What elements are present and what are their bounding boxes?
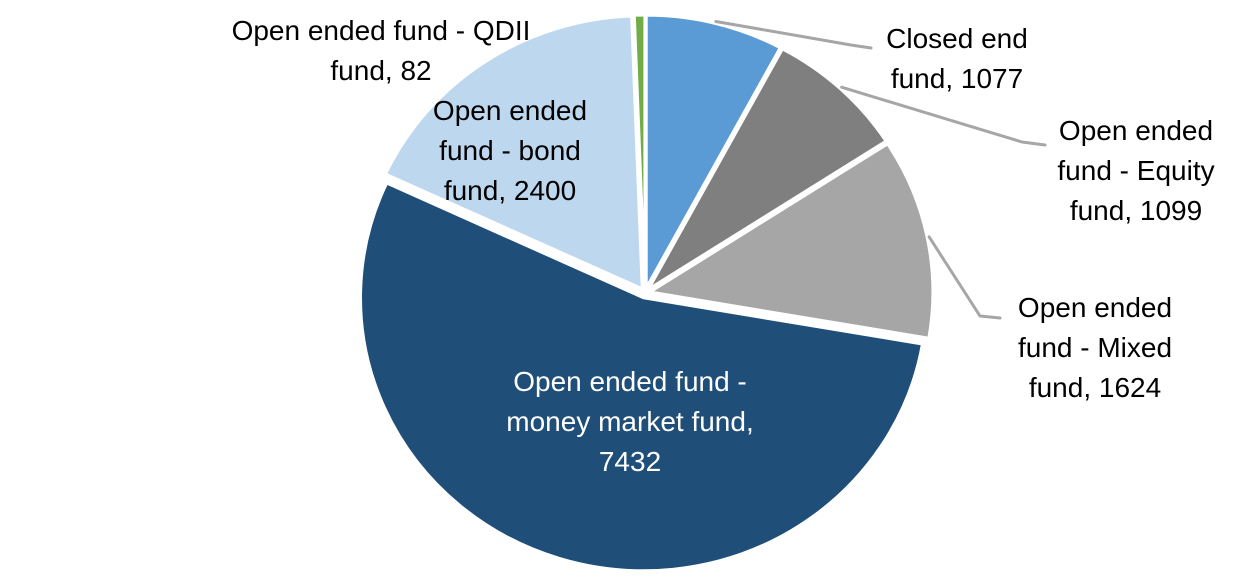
pie-slice-money-market <box>359 181 924 573</box>
data-label-line: fund - Mixed <box>1017 332 1173 363</box>
pie-slice-closed-end <box>644 13 782 290</box>
data-label-equity: Open ended fund - Equity fund, 1099 <box>1057 111 1214 231</box>
data-label-line: money market fund, <box>506 406 754 437</box>
data-label-line: 7432 <box>598 446 662 477</box>
data-label-line: Open ended <box>1058 115 1214 146</box>
pie-slice-mixed <box>648 142 935 340</box>
pie-slice-equity <box>646 47 888 291</box>
leader-line-equity <box>840 85 1047 147</box>
data-label-bond: Open ended fund - bond fund, 2400 <box>433 91 587 211</box>
data-label-line: Open ended <box>1017 292 1173 323</box>
leader-line-closed-end <box>714 19 873 50</box>
data-label-line: Open ended <box>432 95 588 126</box>
data-label-line: fund - Equity <box>1057 155 1215 186</box>
data-label-mixed: Open ended fund - Mixed fund, 1624 <box>1018 288 1172 408</box>
data-label-line: fund, 1624 <box>1028 372 1162 403</box>
data-label-line: fund, 82 <box>330 55 432 86</box>
data-label-money-market: Open ended fund - money market fund, 7432 <box>506 362 753 482</box>
data-label-line: Open ended fund - QDII <box>231 15 531 46</box>
data-label-line: Closed end <box>886 23 1028 54</box>
pie-slice-bond <box>383 14 644 291</box>
data-label-line: fund, 1099 <box>1069 195 1203 226</box>
data-label-line: fund - bond <box>439 135 581 166</box>
data-label-line: Open ended fund - <box>513 366 747 397</box>
data-label-line: fund, 1077 <box>890 63 1024 94</box>
leader-line-mixed <box>927 235 1002 320</box>
data-label-line: fund, 2400 <box>443 175 577 206</box>
data-label-qdii: Open ended fund - QDII fund, 82 <box>232 11 531 91</box>
pie-slice-qdii <box>632 13 647 290</box>
data-label-closed-end: Closed end fund, 1077 <box>886 19 1028 99</box>
